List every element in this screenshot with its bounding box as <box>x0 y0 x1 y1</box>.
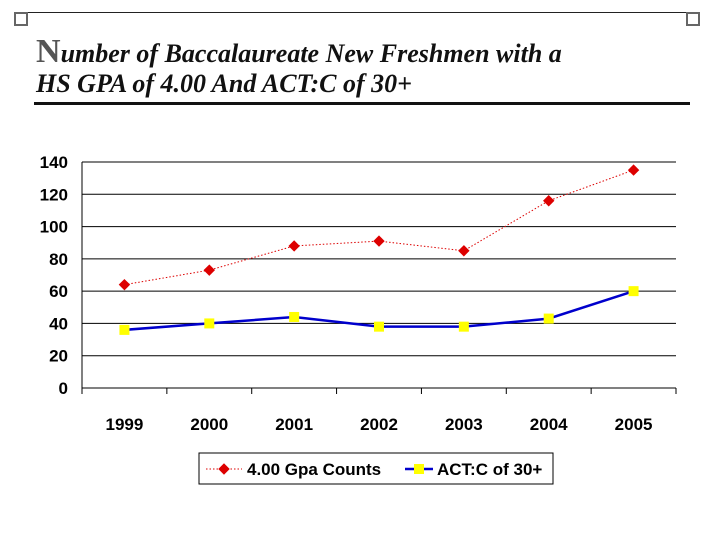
legend-box <box>198 452 554 485</box>
data-point-1 <box>118 278 131 291</box>
title-line-1: Number of Baccalaureate New Freshmen wit… <box>36 33 696 70</box>
title-underline <box>34 102 690 105</box>
data-point-2 <box>374 321 384 332</box>
title-line-1-text: umber of Baccalaureate New Freshmen with… <box>60 39 562 68</box>
data-point-2 <box>204 318 215 329</box>
top-rule <box>14 12 700 14</box>
title-line-2: HS GPA of 4.00 And ACT:C of 30+ <box>36 69 412 98</box>
y-tick-label: 40 <box>49 314 68 333</box>
data-point-2 <box>289 311 300 322</box>
data-point-2 <box>543 313 554 324</box>
legend-label-2: ACT:C of 30+ <box>437 460 542 479</box>
x-tick-label: 2004 <box>530 415 568 434</box>
y-tick-label: 100 <box>40 218 68 237</box>
legend-label-1: 4.00 Gpa Counts <box>247 460 381 479</box>
y-tick-label: 120 <box>40 185 68 204</box>
title-initial: N <box>36 33 61 70</box>
corner-square-left <box>14 12 28 26</box>
data-point-1 <box>288 240 300 252</box>
y-tick-label: 140 <box>40 153 68 172</box>
data-point-1 <box>458 245 470 257</box>
x-tick-label: 1999 <box>106 415 144 434</box>
data-point-2 <box>458 321 469 332</box>
data-point-2 <box>119 324 130 335</box>
legend-marker-1 <box>218 463 230 475</box>
series-line-1 <box>124 169 634 286</box>
data-point-1 <box>543 195 555 207</box>
x-tick-label: 2005 <box>615 415 653 434</box>
corner-square-right <box>686 12 700 26</box>
data-point-2 <box>628 286 639 297</box>
y-tick-label: 20 <box>49 347 68 366</box>
x-tick-label: 2001 <box>275 415 313 434</box>
y-tick-label: 60 <box>49 282 68 301</box>
x-tick-label: 2003 <box>445 415 483 434</box>
data-point-1 <box>203 264 215 276</box>
x-tick-label: 2002 <box>360 415 398 434</box>
slide-title: Number of Baccalaureate New Freshmen wit… <box>36 33 696 98</box>
data-point-1 <box>627 164 640 176</box>
y-tick-label: 80 <box>49 250 68 269</box>
legend-marker-2 <box>414 464 424 474</box>
data-point-1 <box>373 235 385 247</box>
y-tick-label: 0 <box>59 379 68 398</box>
x-tick-label: 2000 <box>190 415 228 434</box>
